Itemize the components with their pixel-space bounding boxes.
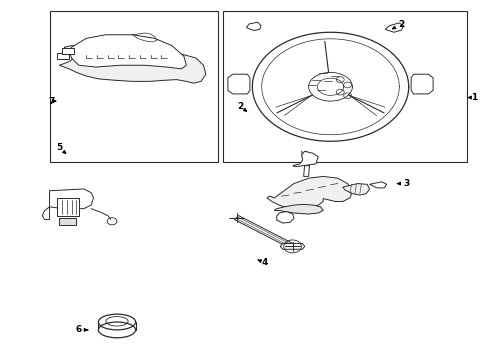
Bar [49,12,218,162]
Polygon shape [385,23,404,32]
Polygon shape [411,74,433,94]
Polygon shape [42,189,94,220]
Polygon shape [59,45,206,83]
Polygon shape [246,22,261,31]
Text: 6: 6 [76,325,88,334]
Polygon shape [343,184,369,195]
Polygon shape [62,48,74,54]
Polygon shape [235,216,294,248]
Polygon shape [69,35,186,69]
Polygon shape [57,53,69,59]
Polygon shape [274,204,323,214]
Polygon shape [228,74,250,94]
Polygon shape [369,182,387,188]
Text: 3: 3 [397,179,409,188]
Text: 2: 2 [237,102,246,111]
Text: 4: 4 [258,258,268,267]
Text: 2: 2 [392,19,404,29]
Polygon shape [267,176,352,211]
Polygon shape [293,151,318,166]
Polygon shape [277,212,294,223]
Text: 5: 5 [56,143,66,153]
Polygon shape [59,218,76,225]
Polygon shape [304,166,310,176]
Text: 7: 7 [49,96,56,105]
Bar [223,12,467,162]
Text: 1: 1 [468,93,478,102]
Polygon shape [57,198,79,216]
Polygon shape [280,243,305,249]
